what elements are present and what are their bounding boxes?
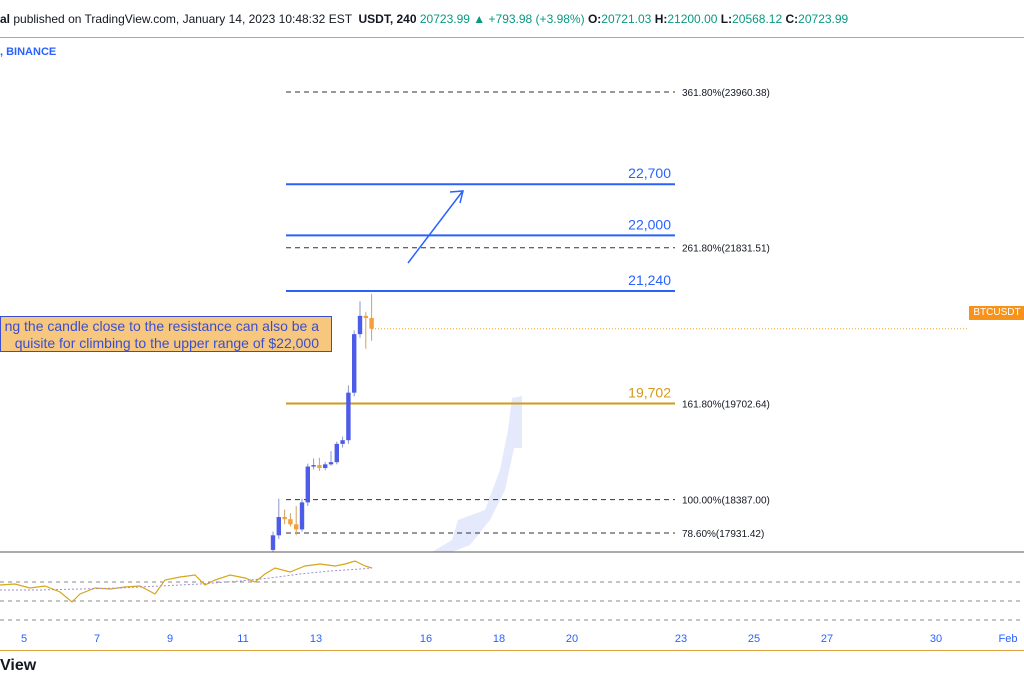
x-tick-label: 27 xyxy=(821,633,833,645)
arrow-shaft xyxy=(407,191,463,264)
candle xyxy=(357,301,363,338)
candle-body xyxy=(305,466,310,503)
up-arrow-icon: ▲ xyxy=(473,12,486,26)
candle-body xyxy=(357,315,363,335)
candle xyxy=(328,451,334,466)
candle-body xyxy=(270,535,276,550)
high-label: H: xyxy=(654,12,668,26)
fib-label-2: 161.80%(19702.64) xyxy=(682,399,770,410)
candle xyxy=(288,513,293,527)
candle xyxy=(299,498,305,532)
candle-body xyxy=(317,465,322,469)
arrow-head xyxy=(449,190,464,204)
ichimoku-cloud xyxy=(432,396,522,552)
candle xyxy=(352,330,357,397)
candle-body xyxy=(299,502,305,530)
candle-body xyxy=(282,517,287,520)
candle-body xyxy=(352,334,357,393)
open-label: O: xyxy=(587,12,602,26)
low-value: 20568.12 xyxy=(732,12,783,26)
chart-header: al published on TradingView.com, January… xyxy=(0,12,848,30)
candle xyxy=(305,463,310,507)
candle xyxy=(294,506,299,536)
candle xyxy=(270,531,276,552)
candle xyxy=(363,312,368,349)
x-tick-label: 20 xyxy=(566,633,578,645)
candle-body xyxy=(311,465,316,467)
fib-label-4: 78.60%(17931.42) xyxy=(682,529,764,540)
candle xyxy=(346,385,351,444)
close-label: C: xyxy=(785,12,799,26)
resistance-label-0: 22,700 xyxy=(628,165,671,181)
candle xyxy=(311,458,316,470)
candle xyxy=(340,436,345,448)
candle-body xyxy=(288,519,293,525)
candle-body xyxy=(328,462,334,465)
fib-label-3: 100.00%(18387.00) xyxy=(682,496,770,507)
published-info: published on TradingView.com, January 14… xyxy=(13,12,352,26)
symbol-label: USDT, 240 xyxy=(358,12,417,26)
note-line-2: quisite for climbing to the upper range … xyxy=(14,335,319,351)
x-tick-label: 25 xyxy=(748,633,760,645)
x-tick-label: Feb xyxy=(999,633,1018,645)
tradingview-logo-text: View xyxy=(0,657,37,674)
low-label: L: xyxy=(720,12,733,26)
x-tick-label: 7 xyxy=(94,633,100,645)
rsi-line xyxy=(0,560,373,603)
candle-body xyxy=(323,464,328,469)
candle xyxy=(323,462,328,471)
rsi-pane xyxy=(0,551,1024,621)
candle-body xyxy=(340,440,345,444)
candles xyxy=(270,293,374,552)
last-price: 20723.99 xyxy=(419,12,470,26)
x-tick-label: 18 xyxy=(493,633,505,645)
x-tick-label: 5 xyxy=(21,633,27,645)
fib-label-0: 361.80%(23960.38) xyxy=(682,88,770,99)
candle xyxy=(317,457,322,471)
candle-body xyxy=(334,443,339,463)
fib-extension: 361.80%(23960.38) 261.80%(21831.51) 161.80… xyxy=(286,88,770,540)
open-value: 20721.03 xyxy=(601,12,652,26)
exchange-label: , BINANCE xyxy=(0,46,57,58)
footer-divider xyxy=(0,650,1024,651)
price-levels: 22,700 22,000 21,240 19,702 xyxy=(286,165,968,405)
x-tick-label: 23 xyxy=(675,633,687,645)
candle xyxy=(334,441,339,465)
trend-arrow xyxy=(407,190,464,264)
x-tick-label: 30 xyxy=(930,633,942,645)
price-tag: BTCUSDT xyxy=(969,306,1024,320)
cloud-area xyxy=(432,396,522,552)
support-label: 19,702 xyxy=(628,384,671,400)
x-tick-label: 9 xyxy=(167,633,173,645)
resistance-label-1: 22,000 xyxy=(628,216,671,232)
x-tick-label: 11 xyxy=(237,633,248,645)
x-tick-label: 16 xyxy=(420,633,432,645)
high-value: 21200.00 xyxy=(667,12,718,26)
candle xyxy=(282,509,287,525)
fib-label-1: 261.80%(21831.51) xyxy=(682,244,770,255)
candle-body xyxy=(276,517,281,536)
close-value: 20723.99 xyxy=(798,12,849,26)
candle xyxy=(369,293,374,341)
candle-body xyxy=(369,318,374,329)
analysis-note[interactable]: ng the candle close to the resistance ca… xyxy=(0,316,332,352)
price-change: +793.98 (+3.98%) xyxy=(488,12,585,26)
note-line-1: ng the candle close to the resistance ca… xyxy=(4,318,319,334)
header-divider xyxy=(0,37,1024,38)
x-tick-label: 13 xyxy=(310,633,322,645)
candle-body xyxy=(346,392,351,441)
x-axis: 5 7 9 11 13 16 18 20 23 25 27 30 Feb xyxy=(21,633,1018,645)
candle xyxy=(276,498,281,539)
rsi-signal-line xyxy=(0,567,373,591)
resistance-label-2: 21,240 xyxy=(628,272,671,288)
candle-body xyxy=(363,315,368,319)
candle-body xyxy=(294,524,299,530)
publisher-name: al xyxy=(0,12,11,26)
